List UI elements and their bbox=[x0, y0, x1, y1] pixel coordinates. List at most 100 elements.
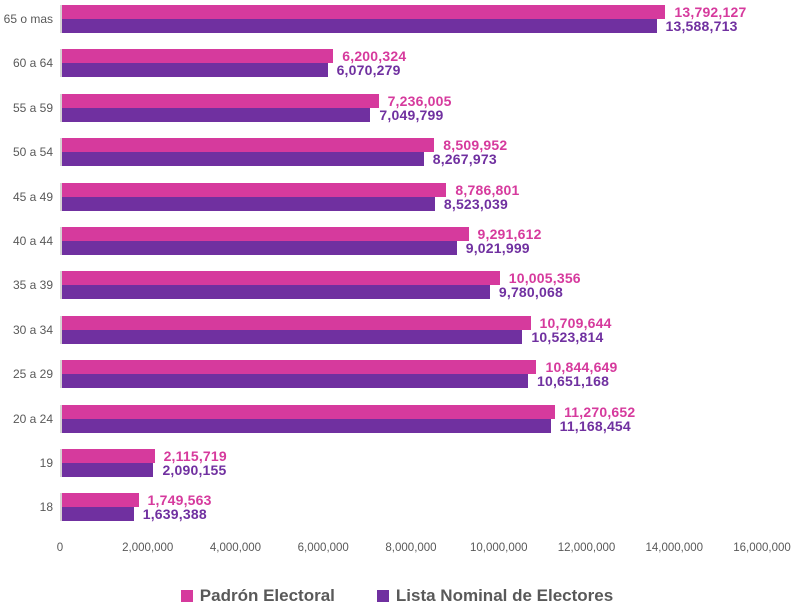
padron-bar bbox=[62, 49, 334, 64]
category-label: 20 a 24 bbox=[12, 411, 53, 426]
bars-group: 13,792,127 13,588,713 bbox=[60, 4, 762, 34]
x-axis-tick-label: 8,000,000 bbox=[385, 541, 437, 554]
padron-bar bbox=[62, 404, 556, 419]
bar-line: 2,115,719 bbox=[62, 447, 762, 464]
lista-nominal-bar bbox=[62, 329, 523, 344]
lista-nominal-bar bbox=[62, 63, 328, 78]
bars-group: 10,844,649 10,651,168 bbox=[60, 359, 762, 390]
padron-bar bbox=[62, 360, 537, 375]
bar-line: 1,749,563 bbox=[62, 492, 762, 509]
padron-value-label: 8,786,801 bbox=[455, 181, 520, 198]
bar-line: 13,792,127 bbox=[62, 4, 762, 20]
padron-bar bbox=[62, 93, 379, 108]
lista-nominal-value-label: 10,523,814 bbox=[531, 328, 604, 345]
padron-value-label: 9,291,612 bbox=[477, 225, 542, 242]
lista-nominal-value-label: 10,651,168 bbox=[536, 373, 610, 390]
bar-line: 7,236,005 bbox=[62, 92, 762, 109]
category-label: 60 a 64 bbox=[12, 56, 53, 71]
x-axis-tick-label: 12,000,000 bbox=[557, 541, 616, 554]
category-row: 60 a 64 6,200,324 6,070,279 bbox=[0, 48, 794, 78]
bars-group: 7,236,005 7,049,799 bbox=[60, 92, 762, 123]
padron-bar bbox=[62, 315, 531, 330]
padron-value-label: 8,509,952 bbox=[443, 137, 508, 154]
bar-line: 9,291,612 bbox=[62, 225, 762, 242]
category-label: 45 a 49 bbox=[12, 189, 53, 204]
padron-bar bbox=[62, 493, 139, 508]
bar-line: 8,523,039 bbox=[62, 195, 762, 212]
padron-value-label: 13,792,127 bbox=[674, 4, 747, 20]
x-axis-tick-label: 14,000,000 bbox=[645, 541, 704, 554]
lista-nominal-value-label: 2,090,155 bbox=[162, 461, 227, 478]
padron-bar bbox=[62, 226, 469, 241]
bar-line: 8,786,801 bbox=[62, 181, 762, 198]
category-row: 25 a 29 10,844,649 10,651,168 bbox=[0, 359, 794, 390]
padron-value-label: 1,749,563 bbox=[147, 492, 212, 509]
lista-nominal-value-label: 8,267,973 bbox=[432, 151, 497, 168]
category-row: 55 a 59 7,236,005 7,049,799 bbox=[0, 92, 794, 123]
legend-label: Padrón Electoral bbox=[199, 585, 335, 605]
legend: Padrón Electoral Lista Nominal de Elector… bbox=[0, 586, 794, 606]
x-axis-tick-label: 4,000,000 bbox=[209, 541, 262, 554]
bar-line: 6,070,279 bbox=[62, 62, 762, 78]
bar-line: 9,780,068 bbox=[62, 284, 762, 301]
x-axis: 0 2,000,000 4,000,000 6,000,000 8,000,000 10,… bbox=[56, 538, 791, 560]
category-label: 55 a 59 bbox=[12, 100, 53, 115]
padron-value-label: 2,115,719 bbox=[163, 447, 227, 464]
bars-group: 8,786,801 8,523,039 bbox=[60, 181, 762, 212]
padron-value-label: 10,709,644 bbox=[539, 314, 612, 331]
bar-line: 8,509,952 bbox=[62, 137, 762, 154]
plot-area: 65 o mas 13,792,127 13,588,713 60 a 64 6,200… bbox=[0, 4, 794, 523]
category-label: 35 a 39 bbox=[12, 278, 53, 293]
bars-group: 10,709,644 10,523,814 bbox=[60, 314, 762, 345]
lista-nominal-value-label: 7,049,799 bbox=[379, 106, 444, 123]
lista-nominal-value-label: 1,639,388 bbox=[142, 506, 207, 523]
lista-nominal-bar bbox=[62, 19, 657, 33]
bar-line: 1,639,388 bbox=[62, 506, 762, 523]
bars-group: 6,200,324 6,070,279 bbox=[60, 48, 762, 78]
bars-group: 8,509,952 8,267,973 bbox=[60, 137, 762, 168]
bar-line: 9,021,999 bbox=[62, 239, 762, 256]
legend-swatch-icon bbox=[376, 589, 389, 602]
category-row: 30 a 34 10,709,644 10,523,814 bbox=[0, 314, 794, 345]
lista-nominal-bar bbox=[62, 152, 424, 167]
category-row: 20 a 24 11,270,652 11,168,454 bbox=[0, 404, 794, 434]
lista-nominal-bar bbox=[62, 240, 457, 255]
padron-value-label: 10,844,649 bbox=[545, 359, 618, 376]
lista-nominal-value-label: 11,168,454 bbox=[559, 417, 631, 434]
padron-bar bbox=[62, 182, 447, 197]
category-label: 18 bbox=[39, 500, 53, 515]
legend-item-lista-nominal: Lista Nominal de Electores bbox=[376, 586, 613, 606]
padron-value-label: 7,236,005 bbox=[387, 92, 452, 109]
bar-line: 10,523,814 bbox=[62, 328, 762, 345]
category-label: 30 a 34 bbox=[12, 322, 53, 337]
bars-group: 1,749,563 1,639,388 bbox=[60, 492, 762, 523]
category-label: 50 a 54 bbox=[12, 145, 53, 160]
lista-nominal-bar bbox=[62, 507, 134, 522]
lista-nominal-value-label: 13,588,713 bbox=[665, 18, 738, 34]
padron-value-label: 10,005,356 bbox=[508, 270, 581, 287]
padron-value-label: 6,200,324 bbox=[342, 48, 407, 65]
bar-line: 11,270,652 bbox=[62, 404, 762, 420]
bar-line: 7,049,799 bbox=[62, 106, 762, 123]
padron-bar bbox=[62, 448, 155, 463]
bar-line: 10,844,649 bbox=[62, 359, 762, 376]
bar-line: 10,651,168 bbox=[62, 373, 762, 390]
x-axis-tick-label: 0 bbox=[56, 541, 64, 554]
category-label: 19 bbox=[39, 455, 53, 470]
padron-bar bbox=[62, 5, 666, 19]
x-axis-tick-label: 16,000,000 bbox=[733, 541, 791, 554]
legend-swatch-icon bbox=[180, 589, 193, 602]
category-row: 19 2,115,719 2,090,155 bbox=[0, 447, 794, 478]
bar-line: 10,005,356 bbox=[62, 270, 762, 287]
category-row: 65 o mas 13,792,127 13,588,713 bbox=[0, 4, 794, 34]
lista-nominal-value-label: 9,021,999 bbox=[465, 239, 530, 256]
bar-line: 10,709,644 bbox=[62, 314, 762, 331]
lista-nominal-value-label: 9,780,068 bbox=[498, 284, 563, 301]
category-label: 40 a 44 bbox=[12, 233, 53, 248]
bar-line: 6,200,324 bbox=[62, 48, 762, 65]
lista-nominal-bar bbox=[62, 462, 154, 477]
category-row: 40 a 44 9,291,612 9,021,999 bbox=[0, 225, 794, 256]
category-row: 35 a 39 10,005,356 9,780,068 bbox=[0, 270, 794, 301]
lista-nominal-value-label: 8,523,039 bbox=[443, 195, 508, 212]
